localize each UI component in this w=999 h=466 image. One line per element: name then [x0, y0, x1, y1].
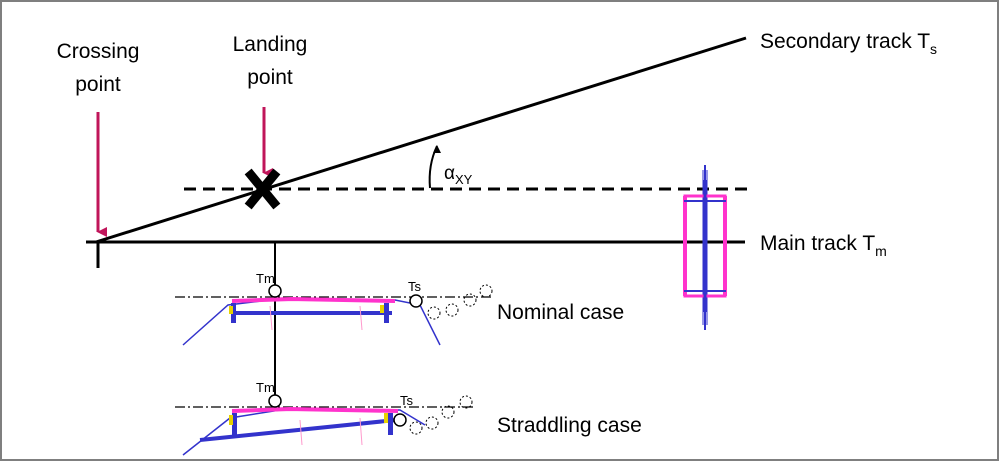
main-track-label: Main track Tm [760, 232, 887, 259]
straddling-ts-label: Ts [400, 393, 414, 408]
landing-x-cross-icon [244, 168, 281, 210]
crossing-point-label-line2: point [75, 73, 121, 96]
landing-point-label-line2: point [247, 66, 293, 89]
nominal-case-label: Nominal case [497, 301, 624, 324]
straddling-case-label: Straddling case [497, 414, 642, 437]
secondary-track-label: Secondary track Ts [760, 30, 937, 57]
straddling-tm-label: Tm [256, 380, 275, 395]
nominal-tm-label: Tm [256, 271, 275, 286]
crossing-point-label-line1: Crossing [57, 40, 140, 63]
nominal-ts-label: Ts [408, 279, 422, 294]
secondary-track-line [95, 36, 747, 244]
landing-point-label-line1: Landing [233, 33, 308, 56]
straddling-case-section: Tm Ts [175, 380, 474, 456]
angle-arc-arrow-icon [428, 145, 441, 189]
nominal-case-section: Tm Ts [175, 271, 493, 346]
vehicle-top-view [683, 165, 727, 330]
angle-alpha-label: αXY [444, 163, 473, 187]
